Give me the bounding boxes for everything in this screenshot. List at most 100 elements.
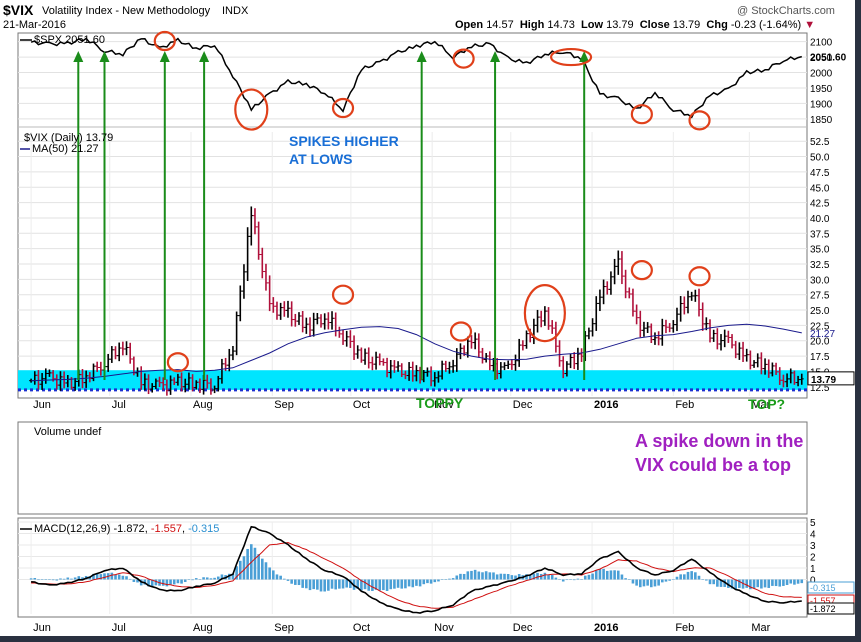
macd-hist-bar: [470, 570, 473, 580]
macd-hist-bar: [598, 569, 602, 580]
green-arrow: [199, 51, 210, 380]
low-label: Low: [581, 19, 604, 31]
highlight-circle: [688, 266, 711, 287]
macd-hist-bar: [40, 579, 44, 580]
vix-ohlc-bar: [54, 374, 59, 390]
vix-ohlc-bar: [586, 327, 591, 340]
macd-hist-bar: [701, 579, 704, 580]
macd-hist-bar: [448, 578, 451, 580]
annotation-spikes-higher: SPIKES HIGHER: [289, 133, 399, 149]
macd-hist-bar: [132, 579, 136, 582]
frame-bottom-border: [0, 636, 861, 642]
vix-ohlc-bar: [205, 374, 210, 389]
macd-hist-bar: [455, 575, 459, 580]
macd-hist-bar: [583, 575, 587, 580]
macd-hist-bar: [312, 579, 315, 590]
macd-tick-label: 2: [810, 553, 816, 564]
macd-hist-bar: [180, 579, 183, 584]
macd-hist-bar: [169, 579, 172, 585]
vix-ohlc-bar: [216, 375, 221, 392]
vix-ohlc-bar: [414, 365, 419, 382]
spx-tick-label: 2100: [810, 38, 833, 49]
vix-ohlc-bar: [308, 317, 313, 337]
macd-hist-bar: [543, 572, 547, 580]
macd-hist-bar: [635, 579, 638, 586]
vix-ohlc-bar: [84, 370, 89, 388]
macd-hist-bar: [778, 579, 782, 587]
x-tick-label: Jun: [33, 622, 51, 634]
macd-hist-bar: [334, 579, 337, 590]
macd-hist-bar: [705, 579, 708, 581]
macd-hist-bar: [558, 579, 561, 580]
vix-ohlc-bar: [509, 359, 514, 370]
vix-ohlc-bar: [396, 361, 401, 372]
vix-ohlc-bar: [341, 329, 346, 345]
macd-hist-bar: [528, 575, 532, 580]
macd-hist-bar: [760, 579, 763, 589]
macd-hist-bar: [150, 579, 154, 587]
watermark: @ StockCharts.com: [737, 5, 835, 17]
vix-ohlc-bar: [785, 373, 790, 388]
macd-hist-bar: [393, 579, 396, 589]
vix-ohlc-bar: [443, 360, 448, 372]
vix-ohlc-bar: [311, 312, 316, 337]
vix-ohlc-bar: [660, 318, 665, 346]
vix-ohlc-bar: [274, 301, 279, 320]
macd-hist-bar: [620, 574, 624, 580]
chg-label: Chg: [706, 19, 728, 31]
vix-ohlc-bar: [91, 363, 96, 382]
close-label: Close: [639, 19, 670, 31]
ma-legend-text: MA(50) 21.27: [32, 143, 99, 155]
chg-value: -0.23 (-1.64%): [730, 19, 802, 31]
vix-ohlc-bar: [98, 361, 103, 376]
vix-ohlc-bar: [759, 352, 764, 375]
macd-hist-bar: [205, 577, 209, 580]
symbol-exchange: INDX: [222, 5, 249, 17]
annotation-spike-down-2: VIX could be a top: [635, 455, 791, 475]
x-tick-label: Jul: [112, 622, 126, 634]
vix-ohlc-bar: [183, 378, 188, 393]
macd-hist-bar: [616, 570, 620, 580]
macd-hist-bar: [242, 556, 246, 580]
x-tick-label: Nov: [434, 399, 454, 411]
vix-ohlc-bar: [788, 368, 793, 384]
macd-hist-bar: [183, 579, 187, 583]
macd-value-box: [807, 581, 855, 594]
x-tick-label: Feb: [675, 622, 694, 634]
macd-hist-bar: [591, 573, 594, 580]
macd-hist-bar: [316, 579, 319, 590]
vix-tick-label: 35.0: [810, 245, 830, 256]
macd-hist-bar: [767, 579, 771, 588]
macd-hist-bar: [716, 579, 719, 587]
vix-ohlc-bar: [649, 323, 654, 343]
vix-ohlc-bar: [186, 372, 191, 390]
vix-ohlc-bar: [693, 289, 698, 302]
vix-ohlc-bar: [550, 320, 555, 334]
vix-ohlc-bar: [194, 380, 199, 390]
vix-ohlc-bar: [370, 356, 375, 371]
arrow-head: [490, 51, 501, 62]
vix-ohlc-bar: [502, 362, 507, 371]
x-tick-label: Oct: [353, 399, 370, 411]
highlight-circle: [166, 352, 189, 373]
macd-hist-bar: [114, 574, 117, 580]
vix-ohlc-bar: [689, 291, 694, 301]
macd-hist-bar: [473, 569, 477, 580]
macd-hist-bar: [572, 579, 576, 581]
macd-hist-bar: [286, 579, 290, 581]
macd-hist-bar: [708, 579, 712, 585]
vix-ohlc-bar: [711, 329, 716, 342]
macd-hist-bar: [92, 573, 95, 580]
open-label: Open: [455, 19, 484, 31]
x-tick-label: Mar: [751, 622, 770, 634]
vix-ohlc-bar: [476, 333, 481, 358]
macd-hist-bar: [675, 576, 679, 580]
vix-ohlc-bar: [436, 371, 441, 383]
vix-ohlc-bar: [781, 374, 786, 388]
highlight-circle: [630, 104, 653, 125]
macd-hist-bar: [484, 571, 488, 580]
vix-ohlc-bar: [458, 343, 463, 360]
vix-ohlc-bar: [227, 348, 232, 372]
macd-hist-bar: [29, 578, 33, 580]
